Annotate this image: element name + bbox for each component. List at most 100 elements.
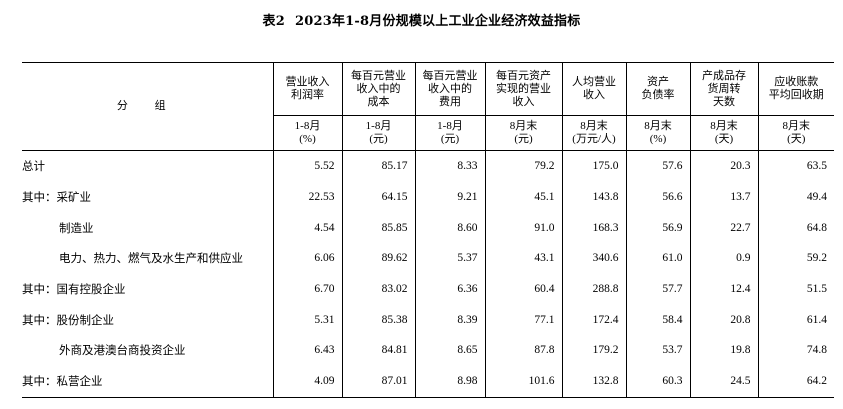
table-cell: 168.3 — [561, 212, 626, 244]
col-header-6: 产成品存 货周转 天数 — [689, 62, 758, 116]
table-cell: 8.98 — [414, 365, 485, 398]
table-cell: 24.5 — [689, 365, 758, 398]
table-cell: 45.1 — [484, 181, 562, 213]
table-cell: 288.8 — [561, 273, 626, 305]
table-cell: 56.9 — [625, 212, 690, 244]
col-period-7: 8月末 (天) — [757, 115, 834, 151]
table-cell: 57.6 — [625, 150, 690, 182]
table-row: 其中：国有控股企业 6.70 83.02 6.36 60.4 288.8 57.7 12.4 5… — [22, 273, 834, 305]
table-cell: 143.8 — [561, 181, 626, 213]
table-cell: 4.09 — [272, 365, 342, 398]
table-cell: 6.70 — [272, 273, 342, 305]
table-cell: 87.01 — [341, 365, 415, 398]
table-cell: 12.4 — [689, 273, 758, 305]
table-cell: 87.8 — [484, 335, 562, 366]
col-period-3: 8月末 (元) — [484, 115, 562, 151]
table-cell: 5.52 — [272, 150, 342, 182]
table-cell: 0.9 — [689, 243, 758, 274]
table-cell: 8.39 — [414, 304, 485, 336]
table-cell: 85.17 — [341, 150, 415, 182]
row-label: 其中：采矿业 — [22, 190, 91, 205]
row-label: 电力、热力、燃气及水生产和供应业 — [59, 251, 243, 266]
table-row: 其中：私营企业 4.09 87.01 8.98 101.6 132.8 60.3 24.5 64… — [22, 365, 834, 398]
table-cell: 20.8 — [689, 304, 758, 336]
table-cell: 57.7 — [625, 273, 690, 305]
table-cell: 5.37 — [414, 243, 485, 274]
table-cell: 58.4 — [625, 304, 690, 336]
table-cell: 22.7 — [689, 212, 758, 244]
table-cell: 8.65 — [414, 335, 485, 366]
table-cell: 85.38 — [341, 304, 415, 336]
table-cell: 64.8 — [757, 212, 834, 244]
row-label: 总计 — [22, 159, 45, 174]
table-cell: 9.21 — [414, 181, 485, 213]
table-cell: 8.33 — [414, 150, 485, 182]
row-label: 制造业 — [59, 220, 94, 235]
table-cell: 53.7 — [625, 335, 690, 366]
col-header-0: 营业收入 利润率 — [272, 62, 342, 116]
table-cell: 101.6 — [484, 365, 562, 398]
table-cell: 43.1 — [484, 243, 562, 274]
table-body: 总计 5.52 85.17 8.33 79.2 175.0 57.6 20.3 63.5 其中：采… — [22, 150, 834, 398]
table-title: 表2 2023年1-8月份规模以上工业企业经济效益指标 — [0, 10, 843, 29]
table-cell: 340.6 — [561, 243, 626, 274]
table-cell: 6.06 — [272, 243, 342, 274]
table-cell: 60.4 — [484, 273, 562, 305]
table-cell: 175.0 — [561, 150, 626, 182]
table-cell: 13.7 — [689, 181, 758, 213]
table-cell: 77.1 — [484, 304, 562, 336]
table-cell: 20.3 — [689, 150, 758, 182]
table-cell: 83.02 — [341, 273, 415, 305]
table-cell: 5.31 — [272, 304, 342, 336]
table-cell: 172.4 — [561, 304, 626, 336]
header-row-indicators: 分 组 营业收入 利润率 每百元营业 收入中的 成本 每百元营业 收入中的 费用 每百元资… — [22, 62, 834, 151]
table-cell: 79.2 — [484, 150, 562, 182]
table-cell: 63.5 — [757, 150, 834, 182]
col-period-5: 8月末 (%) — [625, 115, 690, 151]
table-cell: 89.62 — [341, 243, 415, 274]
col-header-3: 每百元资产 实现的营业 收入 — [484, 62, 562, 116]
table-cell: 85.85 — [341, 212, 415, 244]
table-row: 电力、热力、燃气及水生产和供应业 6.06 89.62 5.37 43.1 340.6 61… — [22, 243, 834, 274]
table-cell: 64.15 — [341, 181, 415, 213]
row-label: 外商及港澳台商投资企业 — [59, 343, 186, 358]
table-cell: 49.4 — [757, 181, 834, 213]
col-period-2: 1-8月 (元) — [414, 115, 485, 151]
col-period-6: 8月末 (天) — [689, 115, 758, 151]
col-header-4: 人均营业 收入 — [561, 62, 626, 116]
header-row-period: 1-8月 (%) 1-8月 (元) 1-8月 (元) 8月末 (元) 8月末 (万元/人)… — [22, 115, 834, 151]
col-header-1: 每百元营业 收入中的 成本 — [341, 62, 415, 116]
table-cell: 6.43 — [272, 335, 342, 366]
table-cell: 61.0 — [625, 243, 690, 274]
row-label: 其中：股份制企业 — [22, 312, 114, 327]
table-cell: 56.6 — [625, 181, 690, 213]
table-number: 表2 — [262, 14, 285, 29]
col-period-4: 8月末 (万元/人) — [561, 115, 626, 151]
table-cell: 4.54 — [272, 212, 342, 244]
table-row: 其中：股份制企业 5.31 85.38 8.39 77.1 172.4 58.4 20.8 61… — [22, 304, 834, 336]
table-cell: 19.8 — [689, 335, 758, 366]
col-header-2: 每百元营业 收入中的 费用 — [414, 62, 485, 116]
table-cell: 22.53 — [272, 181, 342, 213]
col-period-0: 1-8月 (%) — [272, 115, 342, 151]
table-row: 总计 5.52 85.17 8.33 79.2 175.0 57.6 20.3 63.5 — [22, 150, 834, 182]
table-cell: 132.8 — [561, 365, 626, 398]
table-row: 其中：采矿业 22.53 64.15 9.21 45.1 143.8 56.6 13.7 49.… — [22, 181, 834, 213]
table-cell: 6.36 — [414, 273, 485, 305]
indicators-table: 分 组 营业收入 利润率 每百元营业 收入中的 成本 每百元营业 收入中的 费用 每百元资… — [22, 62, 834, 398]
table-cell: 60.3 — [625, 365, 690, 398]
col-header-7: 应收账款 平均回收期 — [757, 62, 834, 116]
table-cell: 61.4 — [757, 304, 834, 336]
row-label: 其中：私营企业 — [22, 365, 273, 398]
table-row: 制造业 4.54 85.85 8.60 91.0 168.3 56.9 22.7 64.8 — [22, 212, 834, 244]
table-cell: 91.0 — [484, 212, 562, 244]
col-period-1: 1-8月 (元) — [341, 115, 415, 151]
table-cell: 84.81 — [341, 335, 415, 366]
table-cell: 179.2 — [561, 335, 626, 366]
group-header: 分 组 — [22, 62, 273, 151]
table-row: 外商及港澳台商投资企业 6.43 84.81 8.65 87.8 179.2 53.7 19.… — [22, 335, 834, 366]
table-cell: 74.8 — [757, 335, 834, 366]
table-cell: 59.2 — [757, 243, 834, 274]
table-cell: 64.2 — [757, 365, 834, 398]
row-label: 其中：国有控股企业 — [22, 282, 126, 297]
